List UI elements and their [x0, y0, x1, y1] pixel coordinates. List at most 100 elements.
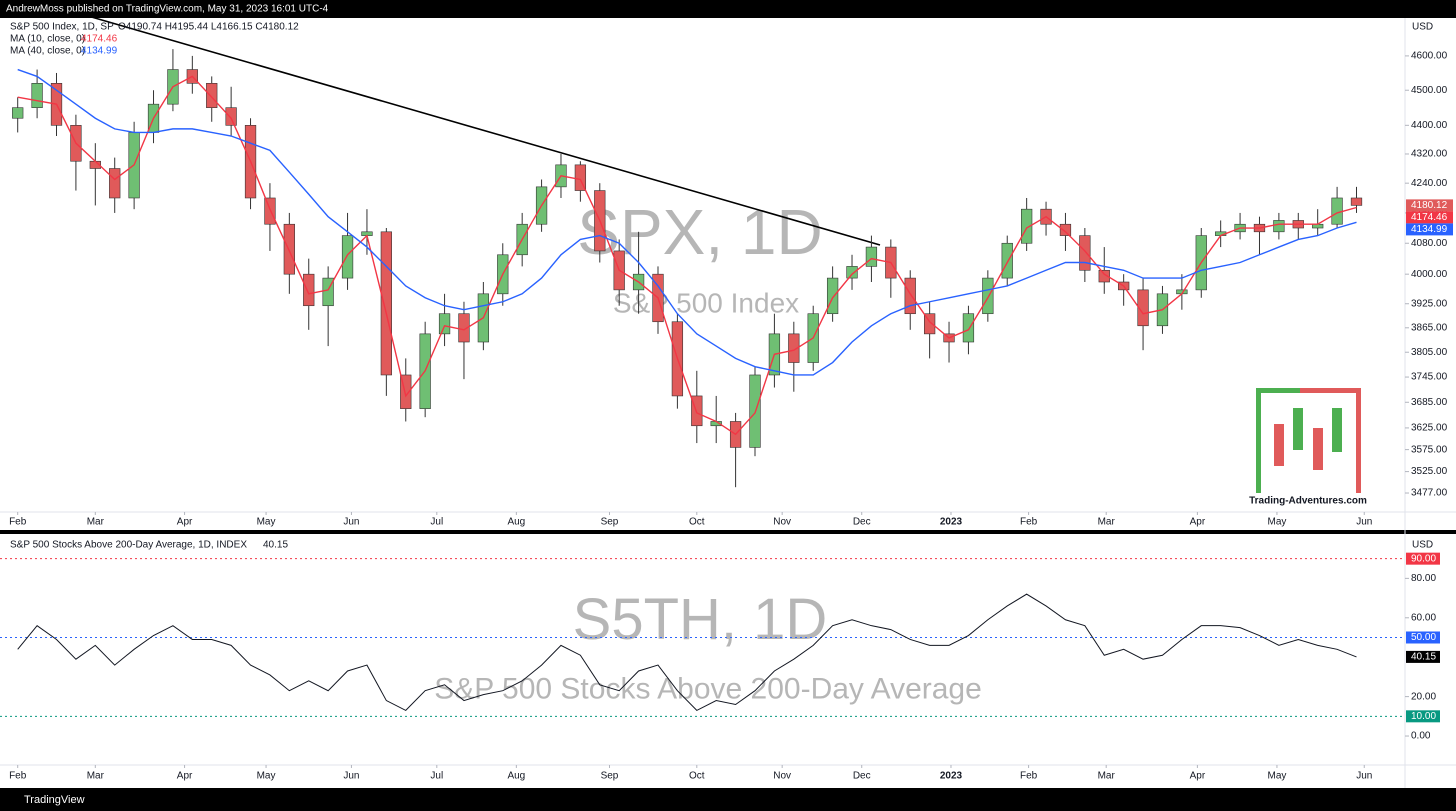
x-tick-label: Feb	[9, 517, 27, 528]
candle-body	[1021, 208, 1033, 244]
candle-body	[225, 107, 237, 126]
last-tag	[1406, 650, 1440, 663]
x-tick-label: Sep	[601, 517, 619, 528]
legend-ma10: MA (10, close, 0)	[10, 34, 85, 45]
y-tick-label: 80.00	[1411, 573, 1436, 584]
candle-body	[1350, 197, 1363, 206]
candle-body	[12, 107, 24, 119]
candle-body	[1059, 223, 1072, 236]
level-tag-label: 50.00	[1411, 632, 1436, 643]
ma-line	[17, 68, 1357, 376]
y-tick-label: 0.00	[1411, 731, 1431, 742]
x-tick-label: Nov	[773, 771, 791, 782]
x-tick-label: May	[1267, 517, 1286, 528]
y-tick-label: 3477.00	[1411, 488, 1448, 499]
level-tag	[1406, 710, 1440, 723]
x-tick-label: Apr	[177, 771, 193, 782]
trend-line	[87, 15, 881, 246]
legend-title: S&P 500 Index, 1D, SP	[10, 22, 114, 33]
watermark: S5TH, 1D	[573, 587, 828, 652]
currency: USD	[1412, 22, 1433, 33]
y-tick-label: 3925.00	[1411, 298, 1448, 309]
level-tag	[1406, 631, 1440, 644]
candle-body	[380, 231, 392, 376]
y-tick-label: 3865.00	[1411, 322, 1448, 333]
y-tick-label: 3685.00	[1411, 397, 1448, 408]
footer: TradingView	[24, 794, 85, 806]
x-tick-label: Jun	[1356, 771, 1372, 782]
x-tick-label: Sep	[601, 771, 619, 782]
candle-body	[1001, 242, 1013, 279]
y-tick-label: 4400.00	[1411, 120, 1448, 131]
x-tick-label: Jul	[430, 771, 443, 782]
x-tick-label: Feb	[9, 771, 27, 782]
y-tick-label: 3805.00	[1411, 347, 1448, 358]
y-tick-label: 4000.00	[1411, 269, 1448, 280]
x-tick-label: Mar	[1098, 771, 1116, 782]
candle-body	[31, 83, 43, 108]
y-tick-label: 60.00	[1411, 612, 1436, 623]
x-tick-label: May	[257, 517, 276, 528]
candle-body	[962, 313, 975, 343]
x-tick-label: Feb	[1020, 517, 1038, 528]
x-tick-label: Apr	[1190, 517, 1206, 528]
x-tick-label: Dec	[853, 517, 871, 528]
candle-body	[846, 266, 858, 279]
candle-body	[865, 246, 878, 267]
x-tick-label: Jun	[343, 517, 359, 528]
candle-body	[923, 313, 936, 335]
price-tag-label: 4180.12	[1411, 200, 1448, 211]
candle-body	[458, 313, 470, 343]
ohlc-legend: O4190.74 H4195.44 L4166.15 C4180.12	[118, 22, 299, 33]
y-tick-label: 3625.00	[1411, 423, 1448, 434]
header: AndrewMoss published on TradingView.com,…	[6, 4, 329, 15]
x-tick-label: Jun	[343, 771, 359, 782]
price-tag	[1406, 223, 1453, 236]
legend-ma40: MA (40, close, 0)	[10, 46, 85, 57]
x-tick-label: Oct	[689, 771, 705, 782]
x-tick-label: Nov	[773, 517, 791, 528]
y-tick-label: 3525.00	[1411, 466, 1448, 477]
logo-candle	[1313, 428, 1323, 470]
y-tick-label: 4320.00	[1411, 149, 1448, 160]
price-tag-label: 4174.46	[1411, 212, 1448, 223]
x-tick-label: Apr	[177, 517, 193, 528]
x-tick-label: 2023	[940, 771, 963, 782]
candle-body	[574, 164, 587, 191]
level-tag-label: 90.00	[1411, 553, 1436, 564]
logo-text: Trading-Adventures.com	[1249, 496, 1367, 507]
x-tick-label: Jul	[430, 517, 443, 528]
price-tag	[1406, 199, 1453, 212]
watermark-subtitle: S&P 500 Index	[613, 287, 799, 318]
candle-body	[264, 197, 276, 225]
candle-body	[904, 277, 916, 315]
x-tick-label: Mar	[87, 517, 105, 528]
y-tick-label: 3575.00	[1411, 444, 1448, 455]
candle-body	[826, 277, 839, 315]
logo: Trading-Adventures.com	[1249, 388, 1367, 507]
x-tick-label: 2023	[940, 517, 963, 528]
lower-last-value: 40.15	[263, 540, 288, 551]
logo-candle	[1332, 408, 1342, 452]
price-tag-label: 4134.99	[1411, 224, 1448, 235]
x-tick-label: Feb	[1020, 771, 1038, 782]
y-tick-label: 4240.00	[1411, 178, 1448, 189]
candle-body	[109, 168, 121, 199]
x-tick-label: Apr	[1190, 771, 1206, 782]
candle-body	[206, 83, 218, 108]
candle-body	[303, 273, 315, 307]
main-pane	[0, 18, 1456, 530]
last-tag-label: 40.15	[1411, 652, 1436, 663]
watermark-subtitle: S&P 500 Stocks Above 200-Day Average	[434, 672, 982, 705]
x-tick-label: Aug	[507, 517, 525, 528]
y-tick-label: 4600.00	[1411, 51, 1448, 62]
currency: USD	[1412, 540, 1433, 551]
y-tick-label: 3745.00	[1411, 372, 1448, 383]
x-tick-label: May	[1267, 771, 1286, 782]
lower-pane	[0, 534, 1456, 788]
line	[17, 593, 1357, 712]
x-tick-label: May	[257, 771, 276, 782]
x-tick-label: Mar	[1098, 517, 1116, 528]
x-tick-label: Oct	[689, 517, 705, 528]
